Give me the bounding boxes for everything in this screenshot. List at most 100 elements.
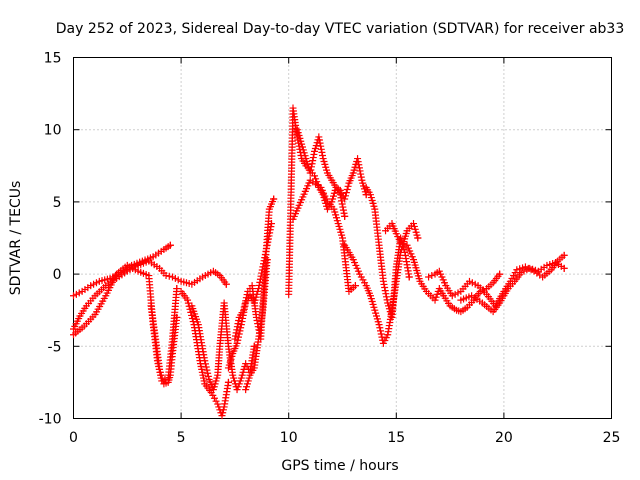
x-axis-label: GPS time / hours: [281, 458, 398, 474]
data-point: [338, 200, 346, 208]
x-tick-label: 25: [603, 430, 621, 446]
data-point: [263, 256, 271, 264]
data-point: [173, 313, 181, 321]
data-point: [377, 327, 385, 335]
data-point: [252, 313, 260, 321]
data-point: [310, 150, 318, 158]
data-point: [342, 192, 350, 200]
data-point: [337, 194, 345, 202]
y-tick-label: -10: [39, 412, 62, 428]
data-point: [238, 318, 246, 326]
data-point: [234, 320, 242, 328]
data-point: [240, 306, 248, 314]
data-point: [381, 284, 389, 292]
data-point: [232, 329, 240, 337]
data-point: [376, 324, 384, 332]
data-point: [222, 280, 230, 288]
series-track-i: [242, 256, 271, 394]
tick-labels: 0 5 10 15 20 25 -10 -5 0 5 10 15: [39, 51, 621, 447]
data-point: [237, 324, 245, 332]
data-point: [318, 148, 326, 156]
data-point: [354, 158, 362, 166]
plot-frame: [73, 57, 612, 419]
data-point: [560, 251, 568, 259]
data-point: [560, 264, 568, 272]
data-point: [315, 133, 323, 141]
data-point: [224, 378, 232, 386]
data-point: [165, 272, 173, 280]
series-track-q: [457, 259, 568, 316]
y-tick-label: 5: [53, 195, 62, 211]
data-point: [339, 206, 347, 214]
x-tick-label: 0: [69, 430, 78, 446]
data-point: [340, 209, 348, 217]
data-point: [233, 323, 241, 331]
data-point: [201, 360, 209, 368]
series-track-c: [70, 261, 181, 385]
data-point: [309, 157, 317, 165]
y-tick-label: 0: [53, 267, 62, 283]
series-track-l: [289, 176, 359, 295]
data-point: [355, 164, 363, 172]
series-track-h: [231, 195, 278, 343]
data-point: [241, 300, 249, 308]
data-point: [270, 195, 278, 203]
data-point: [242, 294, 250, 302]
data-point: [351, 282, 359, 290]
data-point: [380, 280, 388, 288]
data-point: [240, 303, 248, 311]
data-point: [204, 372, 212, 380]
data-point: [202, 363, 210, 371]
y-tick-label: 15: [44, 51, 62, 67]
axis-ticks: [73, 57, 612, 419]
data-point: [379, 277, 387, 285]
data-point: [397, 238, 405, 246]
data-point: [339, 203, 347, 211]
data-point: [336, 191, 344, 199]
data-point: [308, 160, 316, 168]
series-track-f: [188, 299, 258, 394]
data-point: [315, 136, 323, 144]
data-point: [354, 155, 362, 163]
series-track-k: [293, 126, 349, 220]
y-tick-label: 10: [44, 123, 62, 139]
data-point: [377, 330, 385, 338]
data-point: [317, 142, 325, 150]
data-point: [381, 287, 389, 295]
data-point: [235, 317, 243, 325]
data-point: [355, 161, 363, 169]
series-track-o: [382, 220, 504, 316]
data-point: [233, 339, 241, 347]
data-points: [70, 104, 568, 420]
data-point: [166, 241, 174, 249]
data-point: [316, 139, 324, 147]
data-point: [375, 321, 383, 329]
series-track-d: [147, 302, 181, 388]
x-tick-label: 15: [387, 430, 405, 446]
data-point: [342, 189, 350, 197]
data-point: [236, 327, 244, 335]
data-point: [405, 273, 413, 281]
data-point: [307, 166, 315, 174]
data-point: [237, 321, 245, 329]
data-point: [382, 290, 390, 298]
data-point: [425, 273, 433, 281]
data-point: [235, 330, 243, 338]
data-point: [307, 163, 315, 171]
data-point: [250, 342, 258, 350]
data-point: [400, 240, 408, 248]
data-point: [173, 285, 181, 293]
y-tick-label: -5: [48, 339, 62, 355]
data-point: [184, 296, 192, 304]
data-point: [162, 272, 170, 280]
data-point: [344, 182, 352, 190]
data-point: [338, 197, 346, 205]
data-point: [232, 332, 240, 340]
data-point: [309, 154, 317, 162]
chart-title: Day 252 of 2023, Sidereal Day-to-day VTE…: [56, 21, 625, 37]
data-point: [317, 145, 325, 153]
data-point: [319, 151, 327, 159]
x-tick-label: 20: [495, 430, 513, 446]
data-point: [306, 169, 314, 177]
